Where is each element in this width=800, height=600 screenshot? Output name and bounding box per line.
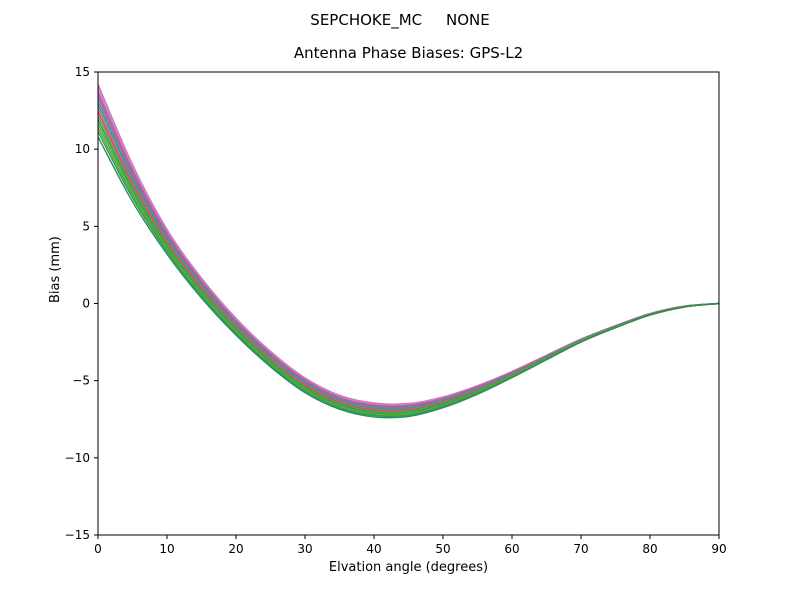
x-tick-label: 30 [297,542,312,556]
x-tick-label: 10 [159,542,174,556]
series-line-07 [97,107,720,412]
x-tick-label: 40 [366,542,381,556]
axes-box [97,71,720,536]
series-line-06 [97,103,720,411]
figure-suptitle: SEPCHOKE_MC NONE [310,11,490,29]
y-tick-label: 0 [82,297,90,311]
series-line-14 [97,136,720,419]
y-tick-label: 10 [75,142,90,156]
y-tick-label: −10 [65,451,90,465]
x-axis-label: Elvation angle (degrees) [328,560,489,575]
x-tick-label: 20 [228,542,243,556]
y-tick-label: −15 [65,528,90,542]
series-line-03 [97,91,720,407]
x-tick-label: 90 [711,542,726,556]
x-tick-label: 0 [94,542,102,556]
series-line-01 [97,84,720,405]
series-line-02 [97,87,720,406]
series-line-08 [97,111,720,412]
x-tick-label: 80 [642,542,657,556]
y-tick-label: −5 [72,374,90,388]
y-tick-label: 5 [82,219,90,233]
x-tick-label: 50 [435,542,450,556]
series-line-05 [97,99,720,409]
axes-title: Antenna Phase Biases: GPS-L2 [293,44,524,62]
x-tick-label: 70 [573,542,588,556]
y-tick-label: 15 [75,65,90,79]
series-line-04 [97,95,720,408]
x-tick-label: 60 [504,542,519,556]
